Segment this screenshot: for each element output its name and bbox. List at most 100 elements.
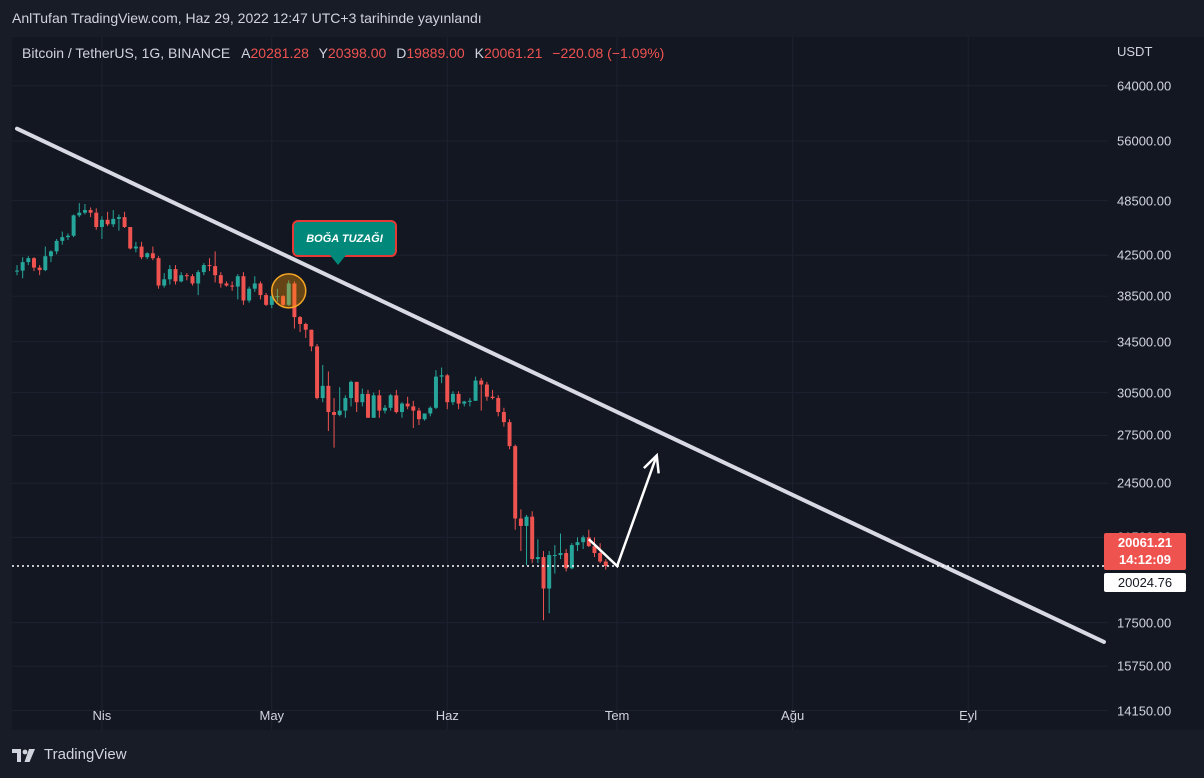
candle-body [349,381,354,399]
candle [43,246,48,272]
price-axis[interactable]: USDT 64000.00 56000.00 48500.00 42500.00 385… [1108,37,1204,730]
candle-body [450,393,455,403]
candle-body [564,553,569,569]
candle-body [530,516,535,560]
candle [139,241,144,260]
candle-body [315,346,320,399]
price-tick-label: 17500.00 [1117,615,1172,631]
candle-body [275,296,280,298]
high-value: 20398.00 [327,45,387,61]
candle [122,211,127,228]
candle [218,272,223,288]
candle [445,374,450,410]
candle [354,381,359,413]
candle [82,203,87,215]
candle [48,250,53,263]
candle-body [309,329,314,347]
projection-arrowhead [643,452,660,474]
candle-body [71,215,76,236]
candle [213,251,218,283]
candle-body [405,403,410,407]
chart-area[interactable] [12,37,1108,730]
candle-body [213,266,218,276]
candle-body [111,218,116,225]
candle [332,398,337,448]
candle [518,509,523,552]
candle-body [26,258,31,263]
candle-body [411,406,416,411]
candle [264,292,269,306]
tradingview-footer[interactable]: TradingView [12,746,127,763]
time-tick-label: Tem [604,708,630,723]
price-tick-label: 48500.00 [1117,193,1172,209]
candle [54,239,59,255]
candle-body [281,296,286,305]
candle-body [37,267,42,271]
candle [405,396,410,410]
candle-body [467,400,472,402]
candle [564,549,569,572]
high-label: Y [318,45,328,61]
candle-body [167,269,172,280]
candle-body [394,395,399,413]
candle [275,288,280,302]
candle [479,377,484,411]
candle [94,208,99,230]
candle-body [586,537,591,547]
candle [37,265,42,276]
candle-body [456,393,461,404]
projection-path [587,455,658,569]
candle-body [343,398,348,411]
candle [269,294,274,309]
price-tick-label: 42500.00 [1117,247,1172,263]
candle-body [383,407,387,411]
candle [371,392,376,418]
candle [15,265,19,276]
candle-body [224,283,229,286]
candle-body [388,395,393,408]
candle [524,514,529,566]
symbol-name[interactable]: Bitcoin / TetherUS, 1G, BINANCE [22,45,231,61]
candle [603,559,608,570]
candle-body [524,516,529,526]
candle [598,543,603,564]
candle [416,407,421,426]
bull-trap-callout[interactable]: BOĞA TUZAĞI [292,220,397,257]
candle-body [332,412,337,415]
candle-body [230,285,235,287]
candlestick-chart[interactable] [12,37,1108,730]
candle-body [54,240,59,252]
candle-body [258,283,263,296]
candle [247,286,252,303]
candle-body [371,395,376,418]
candle-body [247,288,252,301]
candle [252,276,257,292]
candle [462,400,467,407]
candle [26,256,31,266]
candle-body [399,403,404,413]
candle [207,258,212,272]
candle [388,393,393,411]
candle-body [150,253,155,259]
close-label: K [474,45,484,61]
candle-body [184,275,189,277]
candle [156,256,161,289]
candle [111,210,116,227]
bull-trap-marker [271,273,307,309]
candle [541,551,546,621]
candle [456,391,461,410]
last-price: 20061.21 [1117,535,1173,550]
candle [383,404,387,414]
candle [450,391,455,405]
candle-body [592,546,597,554]
candle-body [366,393,370,418]
candle [349,380,354,407]
candle-body [569,545,574,569]
last-price-tag: 20061.21 14:12:09 [1104,533,1186,570]
candle-body [105,219,110,225]
candle-body [116,217,121,219]
candle [173,265,178,285]
candle [20,257,25,279]
candle [150,246,155,261]
candle-body [547,555,552,589]
